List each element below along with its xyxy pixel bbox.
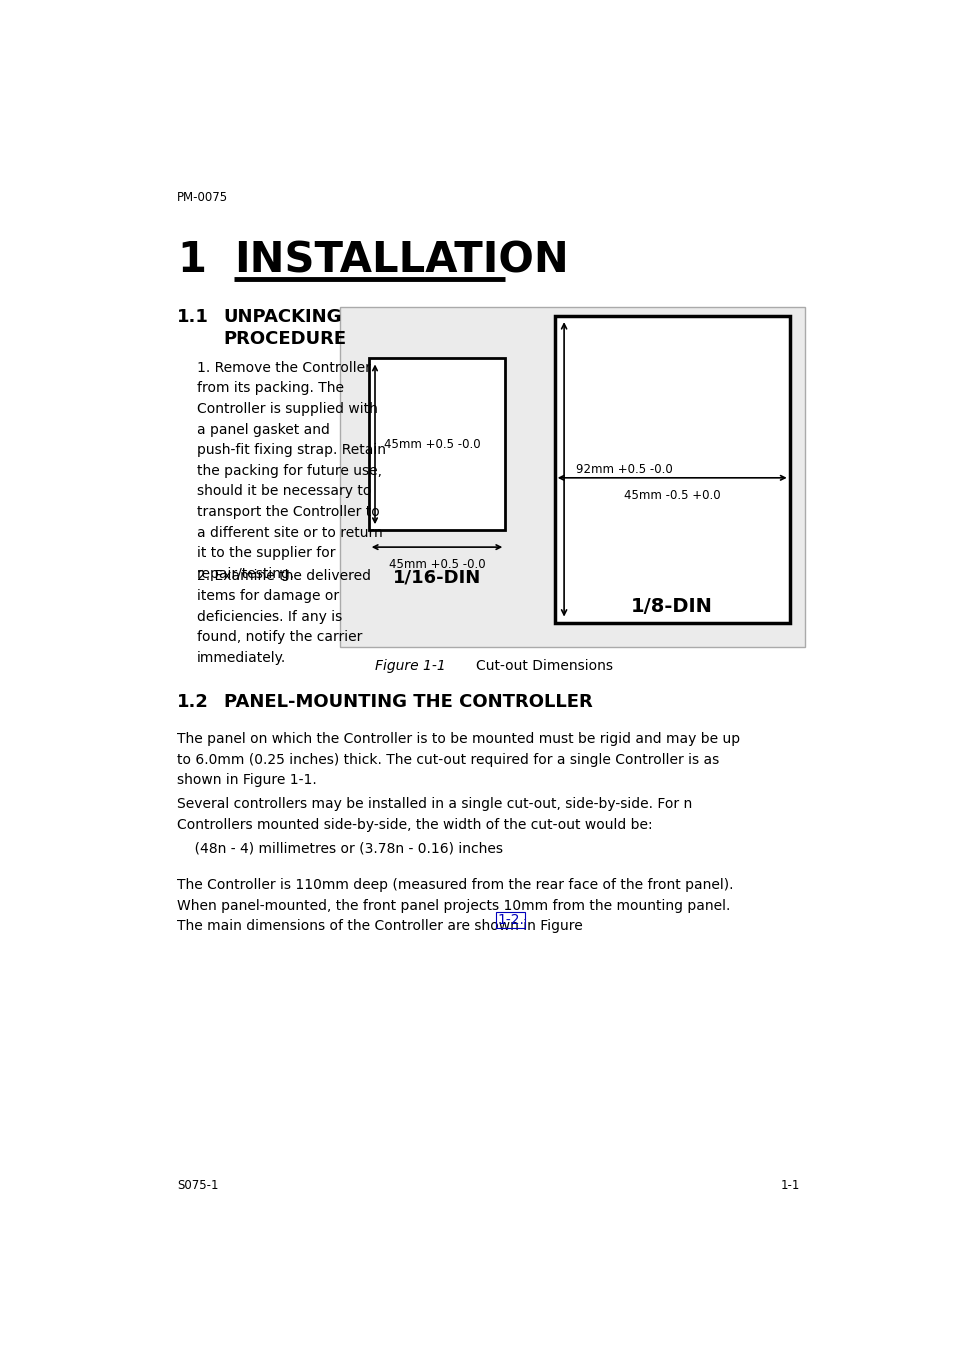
Text: The panel on which the Controller is to be mounted must be rigid and may be up
t: The panel on which the Controller is to … [177,732,740,788]
Text: 92mm +0.5 -0.0: 92mm +0.5 -0.0 [576,463,673,476]
Text: 1. Remove the Controller
from its packing. The
Controller is supplied with
a pan: 1. Remove the Controller from its packin… [196,361,385,581]
Text: (48n - 4) millimetres or (3.78n - 0.16) inches: (48n - 4) millimetres or (3.78n - 0.16) … [177,842,503,855]
Text: 1/8-DIN: 1/8-DIN [631,597,713,616]
Text: UNPACKING
PROCEDURE: UNPACKING PROCEDURE [224,308,347,349]
Bar [340,307,804,647]
Text: 2. Examine the delivered
items for damage or
deficiencies. If any is
found, noti: 2. Examine the delivered items for damag… [196,569,371,665]
Text: 45mm +0.5 -0.0: 45mm +0.5 -0.0 [384,438,480,451]
Text: PANEL-MOUNTING THE CONTROLLER: PANEL-MOUNTING THE CONTROLLER [224,693,592,712]
Text: 45mm +0.5 -0.0: 45mm +0.5 -0.0 [388,558,485,571]
Text: 1.1: 1.1 [177,308,209,327]
Text: 1.2: 1.2 [177,693,209,712]
Text: 1-2.: 1-2. [497,913,524,927]
Text: S075-1: S075-1 [177,1178,218,1192]
Text: 1-1: 1-1 [781,1178,800,1192]
Text: The Controller is 110mm deep (measured from the rear face of the front panel).
W: The Controller is 110mm deep (measured f… [177,878,733,934]
Bar [555,316,789,623]
Text: Several controllers may be installed in a single cut-out, side-by-side. For n
Co: Several controllers may be installed in … [177,797,692,832]
Text: 1/16-DIN: 1/16-DIN [393,569,480,586]
Text: 45mm -0.5 +0.0: 45mm -0.5 +0.0 [623,489,720,501]
Text: Figure 1-1: Figure 1-1 [375,659,445,673]
Text: 1: 1 [177,239,206,281]
Text: Cut-out Dimensions: Cut-out Dimensions [476,659,612,673]
Bar [369,358,505,530]
Text: PM-0075: PM-0075 [177,192,229,204]
Text: INSTALLATION: INSTALLATION [233,239,568,281]
